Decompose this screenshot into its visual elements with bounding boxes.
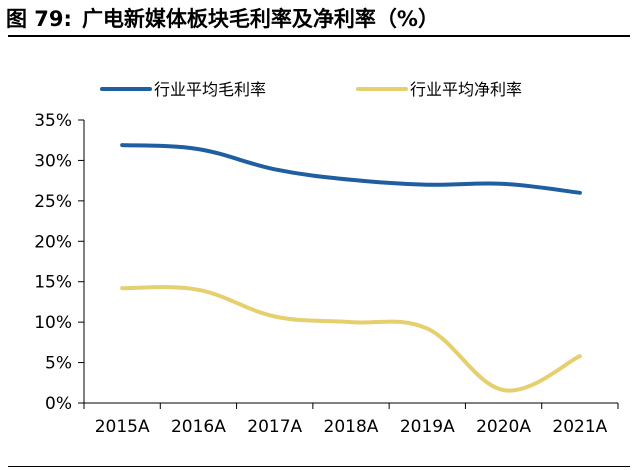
series-1-point xyxy=(120,143,124,147)
y-tick-label: 20% xyxy=(34,232,72,252)
series-2-point xyxy=(273,314,277,318)
series-1-point xyxy=(349,178,353,182)
y-tick-label: 35% xyxy=(34,111,72,131)
x-tick-label: 2017A xyxy=(247,417,302,437)
x-tick-label: 2016A xyxy=(171,417,226,437)
x-tick-label: 2020A xyxy=(476,417,531,437)
y-tick-label: 25% xyxy=(34,192,72,212)
series-line-1 xyxy=(120,143,582,195)
y-tick-label: 30% xyxy=(34,151,72,171)
series-2-point xyxy=(502,388,506,392)
series-1-point xyxy=(196,147,200,151)
series-1-point xyxy=(578,191,582,195)
y-axis: 0% 5% 10% 15% 20% 25% 30% 35% xyxy=(34,111,85,414)
legend-label-1: 行业平均毛利率 xyxy=(154,80,266,99)
x-tick-label: 2019A xyxy=(400,417,455,437)
y-tick-label: 5% xyxy=(45,354,72,374)
y-tick-label: 15% xyxy=(34,273,72,293)
series-1-point xyxy=(502,182,506,186)
plot-area xyxy=(120,143,582,393)
series-2-point xyxy=(578,354,582,358)
y-tick-label: 10% xyxy=(34,313,72,333)
series-2-point xyxy=(425,327,429,331)
bottom-rule xyxy=(8,466,630,467)
legend: 行业平均毛利率 行业平均净利率 xyxy=(100,80,522,99)
series-1-point xyxy=(425,183,429,187)
series-line-2 xyxy=(120,285,582,393)
figure-caption: 广电新媒体板块毛利率及净利率（%） xyxy=(81,7,439,31)
series-2-point xyxy=(120,286,124,290)
y-tick-label: 0% xyxy=(45,394,72,414)
x-tick-label: 2021A xyxy=(552,417,607,437)
legend-label-2: 行业平均净利率 xyxy=(410,80,522,99)
x-tick-label: 2018A xyxy=(324,417,379,437)
x-tick-label: 2015A xyxy=(95,417,150,437)
figure-title: 图 79: 广电新媒体板块毛利率及净利率（%） xyxy=(6,4,449,34)
series-2-point xyxy=(349,320,353,324)
series-2-point xyxy=(196,288,200,292)
x-axis: 2015A 2016A 2017A 2018A 2019A 2020A 2021A xyxy=(83,402,619,437)
series-1-point xyxy=(273,167,277,171)
top-rule xyxy=(8,35,630,37)
figure-label: 图 79: xyxy=(6,7,72,31)
